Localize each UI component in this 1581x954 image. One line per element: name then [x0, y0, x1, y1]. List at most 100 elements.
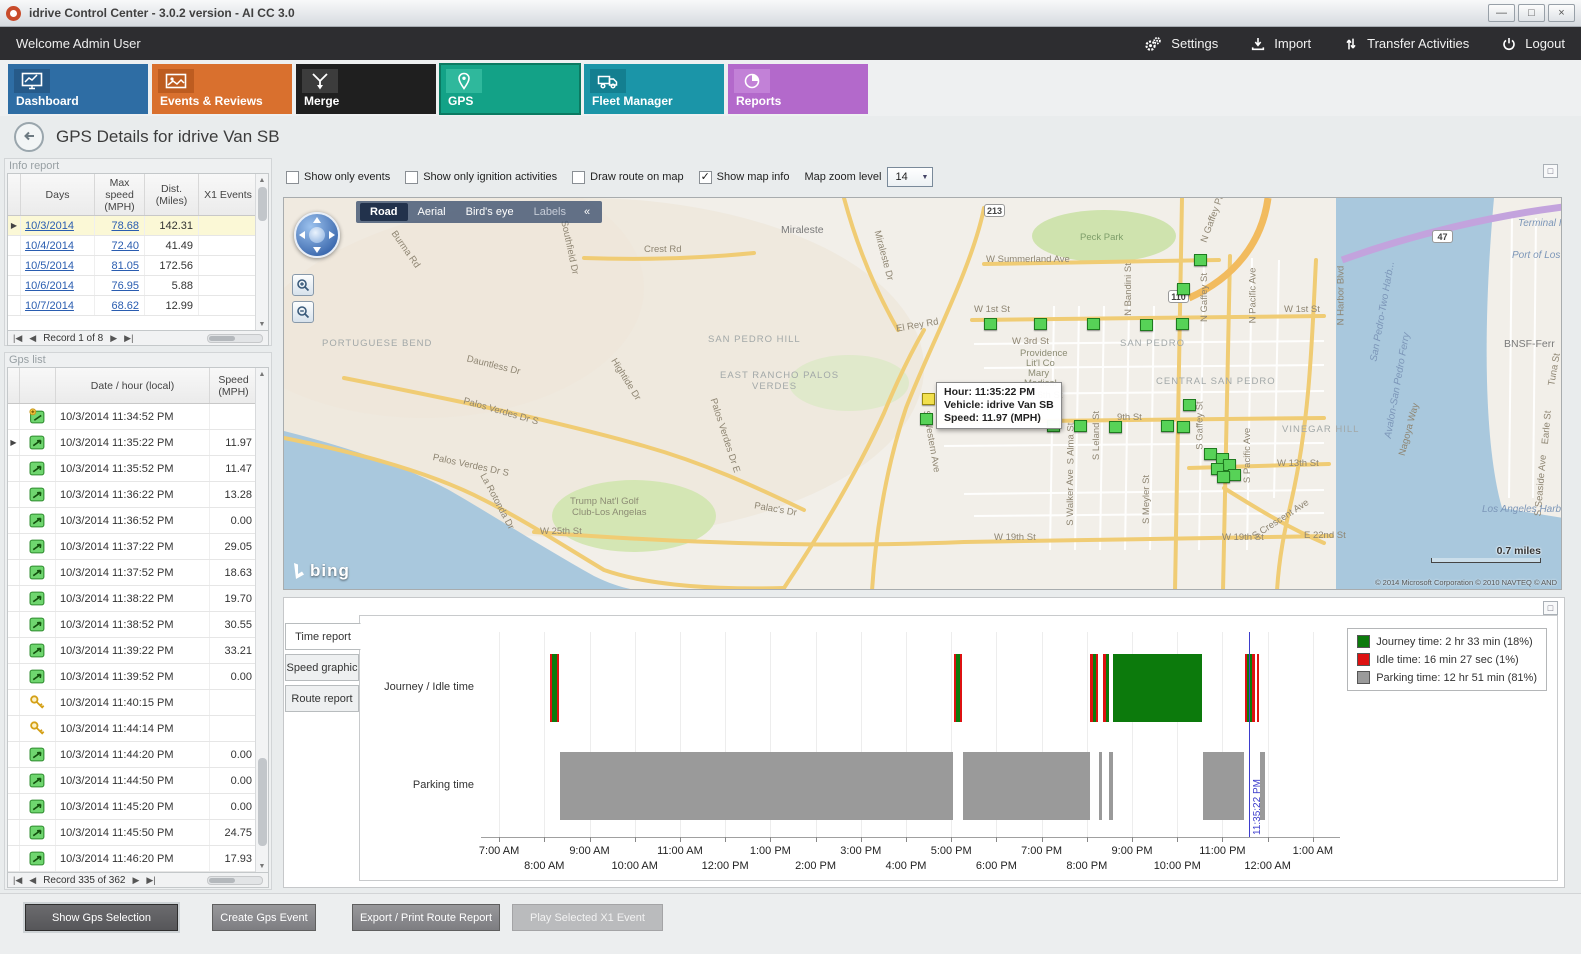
- horizontal-scrollbar[interactable]: [207, 875, 263, 885]
- info-report-row[interactable]: 10/4/2014 72.40 41.49: [8, 236, 268, 256]
- max-speed-link[interactable]: 78.68: [95, 216, 145, 235]
- map-tab-birds-eye[interactable]: Bird's eye: [465, 206, 514, 218]
- checkbox-show-map-info[interactable]: ✓ Show map info: [698, 170, 789, 184]
- scrollbar-thumb[interactable]: [258, 187, 267, 221]
- first-page-button[interactable]: |◀: [13, 874, 23, 885]
- pan-north-icon[interactable]: [313, 217, 321, 223]
- gps-list-row[interactable]: 10/3/2014 11:45:20 PM 0.00: [8, 794, 268, 820]
- gps-marker[interactable]: [1140, 319, 1153, 331]
- info-report-row[interactable]: 10/6/2014 76.95 5.88: [8, 276, 268, 296]
- day-link[interactable]: 10/3/2014: [21, 216, 95, 235]
- gps-list-row[interactable]: 10/3/2014 11:36:22 PM 13.28: [8, 482, 268, 508]
- info-report-row[interactable]: 10/5/2014 81.05 172.56: [8, 256, 268, 276]
- scroll-down-icon[interactable]: ▼: [258, 320, 266, 328]
- dist-column-header[interactable]: Dist. (Miles): [145, 174, 199, 215]
- pan-east-icon[interactable]: [329, 231, 335, 239]
- import-button[interactable]: Import: [1250, 36, 1311, 52]
- gps-list-row[interactable]: 10/3/2014 11:44:50 PM 0.00: [8, 768, 268, 794]
- next-page-button[interactable]: ▶: [132, 874, 140, 885]
- gps-list-row[interactable]: ▶ 10/3/2014 11:35:22 PM 11.97: [8, 430, 268, 456]
- gps-list-row[interactable]: 10/3/2014 11:39:22 PM 33.21: [8, 638, 268, 664]
- gps-list-row[interactable]: 10/3/2014 11:37:52 PM 18.63: [8, 560, 268, 586]
- gps-marker[interactable]: [1087, 318, 1100, 330]
- day-link[interactable]: 10/4/2014: [21, 236, 95, 255]
- days-column-header[interactable]: Days: [21, 174, 95, 215]
- prev-page-button[interactable]: ◀: [29, 874, 37, 885]
- info-report-scrollbar[interactable]: ▲ ▼: [255, 174, 268, 330]
- create-gps-event-button[interactable]: Create Gps Event: [212, 904, 316, 931]
- gps-list-row[interactable]: 10/3/2014 11:36:52 PM 0.00: [8, 508, 268, 534]
- date-column-header[interactable]: Date / hour (local): [56, 368, 210, 403]
- day-link[interactable]: 10/7/2014: [21, 296, 95, 315]
- tab-reports[interactable]: Reports: [728, 64, 868, 114]
- close-button[interactable]: ×: [1548, 4, 1575, 22]
- gps-marker[interactable]: [1177, 283, 1190, 295]
- checkbox-show-only-ignition-activities[interactable]: Show only ignition activities: [405, 170, 557, 184]
- tab-time-report[interactable]: Time report: [285, 623, 361, 650]
- map-tab-aerial[interactable]: Aerial: [417, 206, 446, 218]
- checkbox-show-only-events[interactable]: Show only events: [286, 170, 390, 184]
- gps-list-row[interactable]: 10/3/2014 11:40:15 PM: [8, 690, 268, 716]
- speed-column-header[interactable]: Speed (MPH): [218, 373, 249, 398]
- day-link[interactable]: 10/6/2014: [21, 276, 95, 295]
- settings-button[interactable]: Settings: [1143, 35, 1218, 53]
- gps-list-row[interactable]: 10/3/2014 11:46:20 PM 17.93: [8, 846, 268, 872]
- gps-marker[interactable]: [1034, 318, 1047, 330]
- last-page-button[interactable]: ▶|: [124, 332, 134, 343]
- logout-button[interactable]: Logout: [1501, 36, 1565, 52]
- gps-list-row[interactable]: 10/3/2014 11:38:52 PM 30.55: [8, 612, 268, 638]
- zoom-out-button[interactable]: [292, 301, 314, 323]
- tab-merge[interactable]: Merge: [296, 64, 436, 114]
- map-compass-control[interactable]: [294, 212, 340, 258]
- minimize-button[interactable]: —: [1488, 4, 1515, 22]
- max-speed-column-header[interactable]: Max speed (MPH): [95, 174, 145, 215]
- max-speed-link[interactable]: 68.62: [95, 296, 145, 315]
- gps-list-row[interactable]: 10/3/2014 11:34:52 PM: [8, 404, 268, 430]
- pan-west-icon[interactable]: [299, 231, 305, 239]
- gps-list-row[interactable]: 10/3/2014 11:44:20 PM 0.00: [8, 742, 268, 768]
- gps-marker[interactable]: [1074, 420, 1087, 432]
- back-button[interactable]: [14, 122, 44, 152]
- tab-events-reviews[interactable]: Events & Reviews: [152, 64, 292, 114]
- gps-marker[interactable]: [1161, 420, 1174, 432]
- gps-marker[interactable]: [984, 318, 997, 330]
- map-tab-labels[interactable]: Labels: [533, 206, 566, 218]
- map-tabs-collapse-button[interactable]: «: [584, 206, 591, 218]
- max-speed-link[interactable]: 76.95: [95, 276, 145, 295]
- scroll-up-icon[interactable]: ▲: [258, 370, 266, 378]
- scrollbar-thumb[interactable]: [209, 335, 235, 341]
- map-zoom-select[interactable]: 14 ▼: [887, 167, 934, 187]
- first-page-button[interactable]: |◀: [13, 332, 23, 343]
- map-canvas[interactable]: Miraleste Peck Park W Summerland Ave Crest …: [283, 197, 1562, 590]
- x1-events-column-header[interactable]: X1 Events: [204, 188, 252, 201]
- tab-dashboard[interactable]: Dashboard: [8, 64, 148, 114]
- day-link[interactable]: 10/5/2014: [21, 256, 95, 275]
- maximize-button[interactable]: □: [1518, 4, 1545, 22]
- gps-list-row[interactable]: 10/3/2014 11:35:52 PM 11.47: [8, 456, 268, 482]
- gps-marker[interactable]: [1177, 421, 1190, 433]
- pan-south-icon[interactable]: [313, 247, 321, 253]
- tab-speed-graphic[interactable]: Speed graphic: [285, 654, 359, 681]
- max-speed-link[interactable]: 81.05: [95, 256, 145, 275]
- horizontal-scrollbar[interactable]: [207, 333, 263, 343]
- gps-list-row[interactable]: 10/3/2014 11:39:52 PM 0.00: [8, 664, 268, 690]
- next-page-button[interactable]: ▶: [110, 332, 118, 343]
- map-panel-maximize-button[interactable]: □: [1543, 164, 1558, 178]
- tab-fleet-manager[interactable]: Fleet Manager: [584, 64, 724, 114]
- gps-marker[interactable]: [1109, 421, 1122, 433]
- max-speed-link[interactable]: 72.40: [95, 236, 145, 255]
- tab-gps[interactable]: GPS: [439, 63, 581, 115]
- zoom-in-button[interactable]: [292, 274, 314, 296]
- info-report-row[interactable]: ▶ 10/3/2014 78.68 142.31: [8, 216, 268, 236]
- compass-core[interactable]: [309, 227, 325, 243]
- gps-list-row[interactable]: 10/3/2014 11:38:22 PM 19.70: [8, 586, 268, 612]
- scroll-down-icon[interactable]: ▼: [258, 862, 266, 870]
- prev-page-button[interactable]: ◀: [29, 332, 37, 343]
- map-tab-road[interactable]: Road: [360, 203, 408, 221]
- gps-marker[interactable]: [920, 413, 933, 425]
- gps-list-row[interactable]: 10/3/2014 11:37:22 PM 29.05: [8, 534, 268, 560]
- scroll-up-icon[interactable]: ▲: [258, 176, 266, 184]
- chart-panel-maximize-button[interactable]: □: [1543, 601, 1558, 615]
- info-report-row[interactable]: 10/7/2014 68.62 12.99: [8, 296, 268, 316]
- gps-marker[interactable]: [1176, 318, 1189, 330]
